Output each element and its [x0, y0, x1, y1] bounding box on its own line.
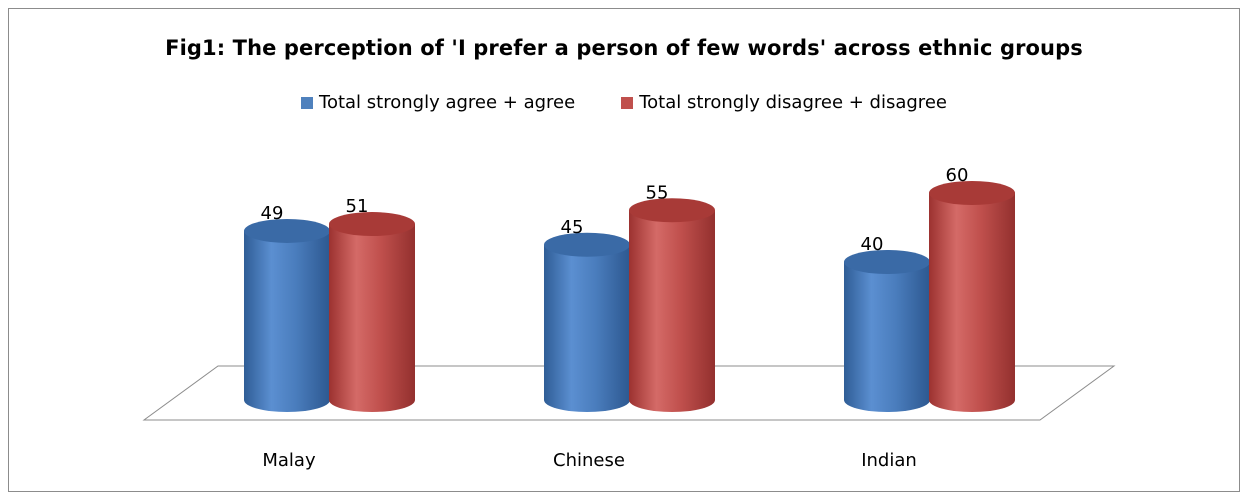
legend-swatch-series-2: [621, 96, 634, 109]
x-tick-label: Malay: [262, 450, 316, 471]
data-label: 55: [646, 182, 669, 203]
bar-top: [544, 232, 630, 257]
bar-top: [629, 198, 715, 223]
data-label: 40: [861, 234, 884, 255]
legend-item-series-1: Total strongly agree + agree: [301, 92, 575, 113]
bar-top: [329, 212, 415, 237]
bar-chinese-series-2: [629, 198, 715, 412]
bar-malay-series-2: [329, 212, 415, 412]
legend-label-series-1: Total strongly agree + agree: [319, 92, 576, 113]
bar-indian-series-1: [844, 250, 930, 412]
bar-body: [544, 244, 630, 412]
data-label: 49: [261, 203, 284, 224]
bar-top: [244, 218, 330, 243]
legend-item-series-2: Total strongly disagree + disagree: [621, 92, 947, 113]
bar-indian-series-2: [929, 181, 1015, 412]
bar-top: [844, 250, 930, 274]
bar-body: [244, 230, 330, 412]
x-tick-label: Indian: [861, 450, 917, 471]
legend-label-series-2: Total strongly disagree + disagree: [639, 92, 947, 113]
bar-body: [629, 210, 715, 412]
bar-body: [929, 193, 1015, 412]
bar-malay-series-1: [244, 218, 330, 412]
legend-swatch-series-1: [301, 96, 314, 109]
bar-top: [929, 181, 1015, 205]
bar-body: [844, 262, 930, 412]
bar-chinese-series-1: [544, 232, 630, 412]
chart-title: Fig1: The perception of 'I prefer a pers…: [165, 36, 1083, 60]
data-label: 45: [561, 217, 584, 238]
bar-body: [329, 224, 415, 412]
chart-legend: Total strongly agree + agree Total stron…: [0, 92, 1248, 113]
labels-layer: 49 51 Malay 45 55 Chinese 40 60 Indian: [261, 165, 969, 471]
data-label: 51: [346, 196, 369, 217]
data-label: 60: [946, 165, 969, 186]
x-tick-label: Chinese: [553, 450, 625, 471]
bars-layer: [244, 181, 1015, 412]
